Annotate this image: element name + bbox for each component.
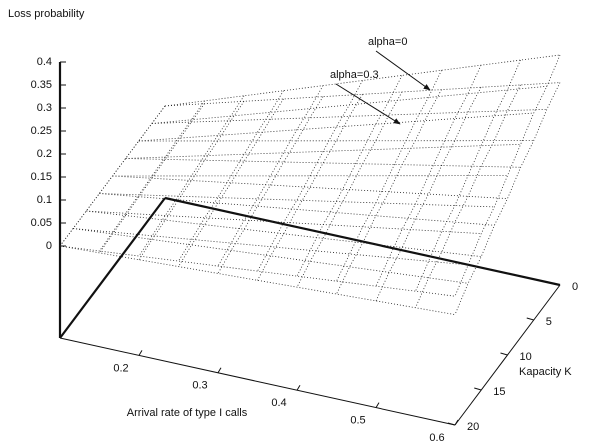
x-tick — [375, 402, 380, 408]
y-tick-label: 20 — [467, 421, 479, 433]
y-tick — [500, 352, 508, 356]
z-tick-label: 0.3 — [37, 102, 52, 114]
mesh-line — [99, 100, 205, 252]
x-tick-label: 0.2 — [113, 362, 128, 374]
mesh-line — [336, 89, 442, 295]
mesh-line — [86, 210, 482, 257]
mesh-line — [415, 84, 521, 308]
z-tick-label: 0.15 — [31, 171, 52, 183]
y-tick — [474, 387, 482, 391]
mesh-line — [59, 245, 456, 297]
z-tick-label: 0 — [46, 240, 52, 252]
series-label: alpha=0.3 — [330, 69, 379, 81]
x-tick-label: 0.4 — [271, 397, 286, 409]
mesh-line — [217, 85, 324, 267]
mesh-line — [178, 98, 284, 267]
mesh-line — [125, 158, 521, 168]
floor-edge — [164, 196, 561, 287]
y-tick — [552, 282, 561, 286]
mesh-line — [99, 103, 205, 254]
x-tick — [217, 367, 222, 374]
z-tick-label: 0.35 — [31, 79, 52, 91]
x-tick — [138, 350, 143, 356]
y-tick — [526, 317, 534, 321]
x-axis-label: Arrival rate of type I calls — [127, 407, 248, 419]
y-tick-label: 10 — [520, 351, 532, 363]
z-axis-label: Loss probability — [8, 8, 85, 20]
mesh-line — [296, 91, 403, 288]
mesh-line — [454, 54, 561, 297]
series-label: alpha=0 — [368, 36, 407, 48]
y-axis-label: Kapacity K — [519, 366, 572, 378]
mesh-line — [138, 112, 534, 142]
mesh-line — [164, 54, 561, 107]
mesh-line — [138, 95, 245, 257]
floor-edge — [59, 197, 166, 339]
mesh-line — [217, 96, 324, 274]
z-tick-label: 0.4 — [37, 56, 52, 68]
annotation-arrow — [335, 83, 401, 125]
mesh-line — [257, 80, 363, 272]
mesh-line — [59, 245, 456, 315]
y-tick-label: 15 — [493, 386, 505, 398]
y-tick-label: 0 — [572, 281, 578, 293]
mesh-line — [415, 59, 521, 292]
annotation-arrow — [375, 50, 431, 91]
x-tick-label: 0.6 — [429, 432, 444, 443]
mesh-line — [454, 82, 561, 315]
x-tick — [454, 419, 459, 426]
x-tick-label: 0.3 — [192, 380, 207, 392]
mesh-line — [112, 175, 508, 199]
mesh-line — [336, 70, 442, 282]
mesh-line — [151, 108, 547, 124]
z-tick-label: 0.05 — [31, 217, 52, 229]
mesh-line — [59, 105, 166, 247]
x-tick-label: 0.5 — [350, 415, 365, 427]
x-tick — [296, 384, 301, 391]
y-tick — [447, 422, 456, 426]
z-tick-label: 0.1 — [37, 194, 52, 206]
mesh-line — [73, 228, 469, 284]
mesh-line — [257, 94, 363, 281]
z-tick-label: 0.25 — [31, 125, 52, 137]
floor-edge — [59, 337, 456, 426]
z-tick-label: 0.2 — [37, 148, 52, 160]
y-tick-label: 5 — [546, 316, 552, 328]
